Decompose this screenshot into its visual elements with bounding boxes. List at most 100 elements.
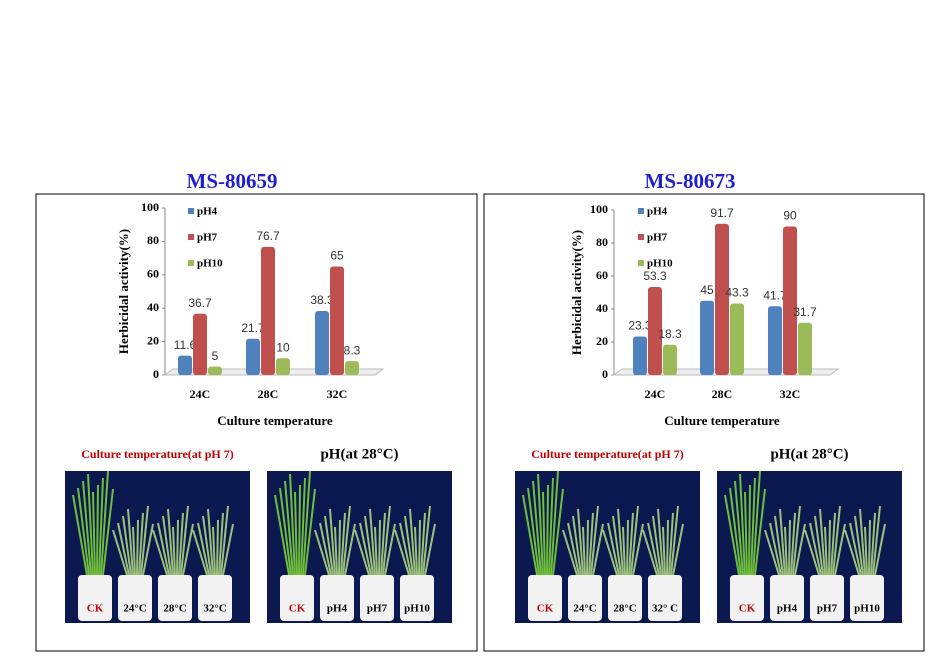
leaf [739, 473, 746, 576]
leaf [864, 526, 868, 576]
bar [798, 322, 812, 375]
pot [320, 575, 354, 621]
leaf [284, 480, 294, 576]
data-label: 38.3 [310, 293, 334, 307]
leaf [192, 529, 208, 576]
leaf [369, 508, 376, 576]
x-tick-label: 32C [327, 387, 348, 401]
pot [118, 575, 152, 621]
pot-label: 28°C [613, 603, 636, 615]
data-label: 45 [700, 283, 714, 297]
pot [280, 575, 314, 621]
data-label: 11.6 [174, 338, 197, 352]
leaf [178, 512, 184, 576]
leaf [218, 512, 224, 576]
pot [648, 575, 682, 621]
leaf [748, 484, 751, 576]
x-tick-label: 24C [190, 387, 211, 401]
leaf [304, 488, 316, 576]
leaf [734, 480, 744, 576]
y-tick-label: 0 [153, 367, 159, 381]
y-tick-label: 80 [147, 233, 159, 247]
leaf [220, 505, 229, 576]
leaf [769, 522, 782, 576]
leaf [344, 523, 356, 576]
bar [715, 223, 729, 375]
leaf [409, 508, 416, 576]
leaf [117, 522, 130, 576]
bar [261, 246, 275, 375]
leaf [354, 529, 370, 576]
leaf [586, 519, 589, 576]
pot-label: pH7 [367, 603, 388, 615]
photo-caption: pH(at 28°C) [320, 446, 398, 462]
bar [193, 313, 207, 375]
pot [528, 575, 562, 621]
pot-label: 28°C [163, 603, 186, 615]
pot-label: CK [289, 603, 306, 615]
leaf [854, 515, 864, 576]
leaf [622, 526, 626, 576]
leaf [289, 473, 296, 576]
legend-label: pH7 [197, 232, 218, 244]
leaf [319, 522, 332, 576]
y-axis-label: Herbicidal activity(%) [116, 229, 131, 354]
leaf [542, 491, 546, 576]
leaf [532, 480, 542, 576]
leaf [784, 526, 788, 576]
leaf [329, 508, 336, 576]
y-tick-label: 100 [141, 200, 159, 214]
leaf [302, 470, 311, 576]
leaf [122, 515, 132, 576]
x-axis-label: Culture temperature [217, 413, 333, 428]
pot [770, 575, 804, 621]
leaf [364, 515, 374, 576]
leaf [628, 512, 634, 576]
leaf [422, 505, 431, 576]
leaf [384, 523, 396, 576]
pot [850, 575, 884, 621]
leaf [180, 505, 189, 576]
leaf [849, 522, 862, 576]
pot-label: 24°C [123, 603, 146, 615]
x-tick-label: 28C [258, 387, 279, 401]
chart-title: MS-80673 [645, 169, 736, 193]
leaf [672, 523, 684, 576]
leaf [96, 484, 99, 576]
panel-frame [483, 193, 925, 652]
bar [663, 344, 677, 375]
y-tick-label: 40 [147, 300, 159, 314]
pot-label: pH7 [817, 603, 838, 615]
leaf [662, 526, 666, 576]
leaf [626, 519, 629, 576]
legend-swatch [638, 208, 644, 214]
leaf [666, 519, 669, 576]
leaf [157, 522, 170, 576]
leaf [590, 505, 599, 576]
leaf [87, 473, 94, 576]
leaf [314, 529, 330, 576]
leaf [788, 519, 791, 576]
pot-label: pH10 [854, 603, 880, 615]
leaf [338, 519, 341, 576]
photo-caption: pH(at 28°C) [770, 446, 848, 462]
data-label: 41.7 [763, 288, 787, 302]
data-label: 91.7 [710, 206, 734, 220]
bar [768, 306, 782, 375]
leaf [324, 515, 334, 576]
leaf [602, 529, 618, 576]
bar [330, 266, 344, 375]
leaf [527, 487, 540, 576]
data-label: 31.7 [793, 305, 817, 319]
y-tick-label: 60 [596, 268, 608, 282]
leaf [642, 529, 658, 576]
leaf [552, 488, 564, 576]
legend-swatch [638, 234, 644, 240]
leaf [334, 526, 338, 576]
leaf [216, 519, 219, 576]
pot-label: CK [537, 603, 554, 615]
pot [568, 575, 602, 621]
data-label: 10 [276, 340, 290, 354]
leaf [868, 519, 871, 576]
leaf [790, 512, 796, 576]
